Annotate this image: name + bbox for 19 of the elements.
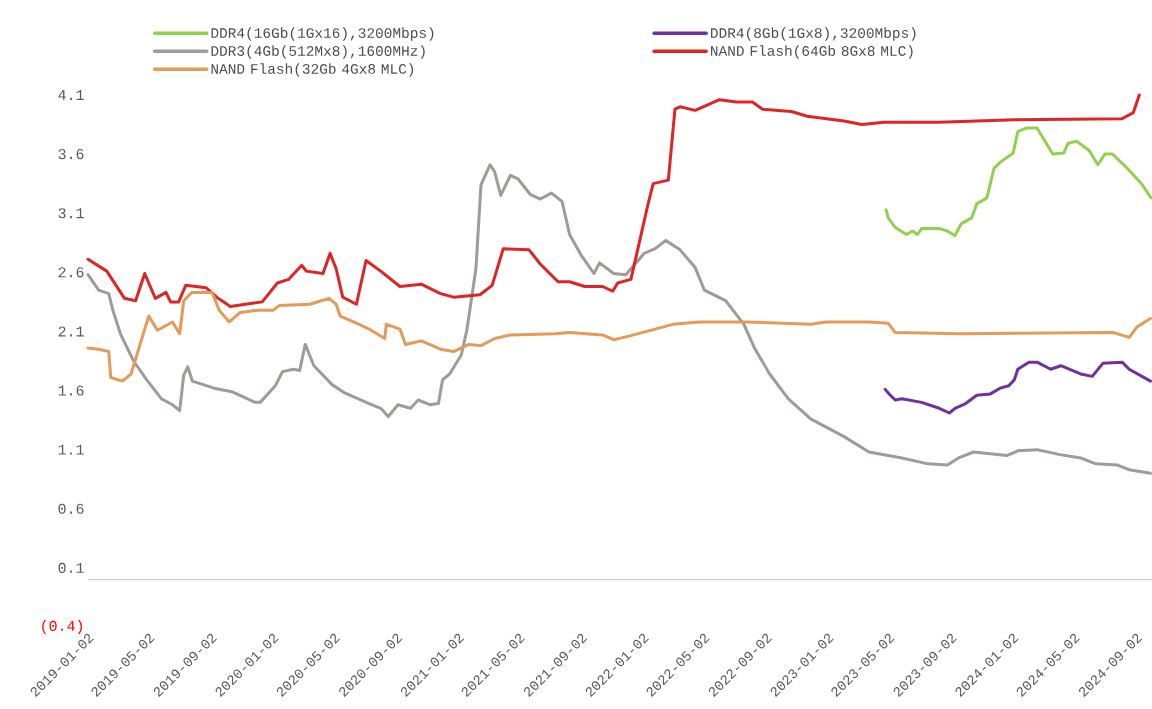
- line-series: [86, 163, 1152, 475]
- y-tick-label: 0.6: [58, 503, 84, 514]
- legend-label: NAND Flash(32Gb 4Gx8 MLC): [211, 63, 414, 77]
- y-tick-label: 3.1: [58, 208, 84, 219]
- legend-label: NAND Flash(64Gb 8Gx8 MLC): [711, 45, 913, 59]
- legend-label: DDR4(8Gb(1Gx8),3200Mbps): [711, 27, 916, 41]
- y-tick-label: 2.6: [58, 267, 84, 278]
- line-series: [883, 360, 1152, 415]
- y-tick-label: 0.1: [58, 562, 84, 573]
- line-series: [884, 126, 1152, 238]
- y-tick-label: 3.6: [58, 149, 84, 160]
- legend-label: DDR4(16Gb(1Gx16),3200Mbps): [211, 27, 434, 41]
- y-tick-label: 1.1: [58, 444, 84, 455]
- y-tick-label: (0.4): [42, 620, 82, 634]
- y-tick-label: 2.1: [58, 326, 84, 337]
- y-tick-label: 1.6: [58, 385, 84, 396]
- line-series: [86, 93, 1141, 309]
- y-tick-label: 4.1: [58, 90, 84, 100]
- legend-label: DDR3(4Gb(512Mx8),1600MHz): [211, 45, 425, 59]
